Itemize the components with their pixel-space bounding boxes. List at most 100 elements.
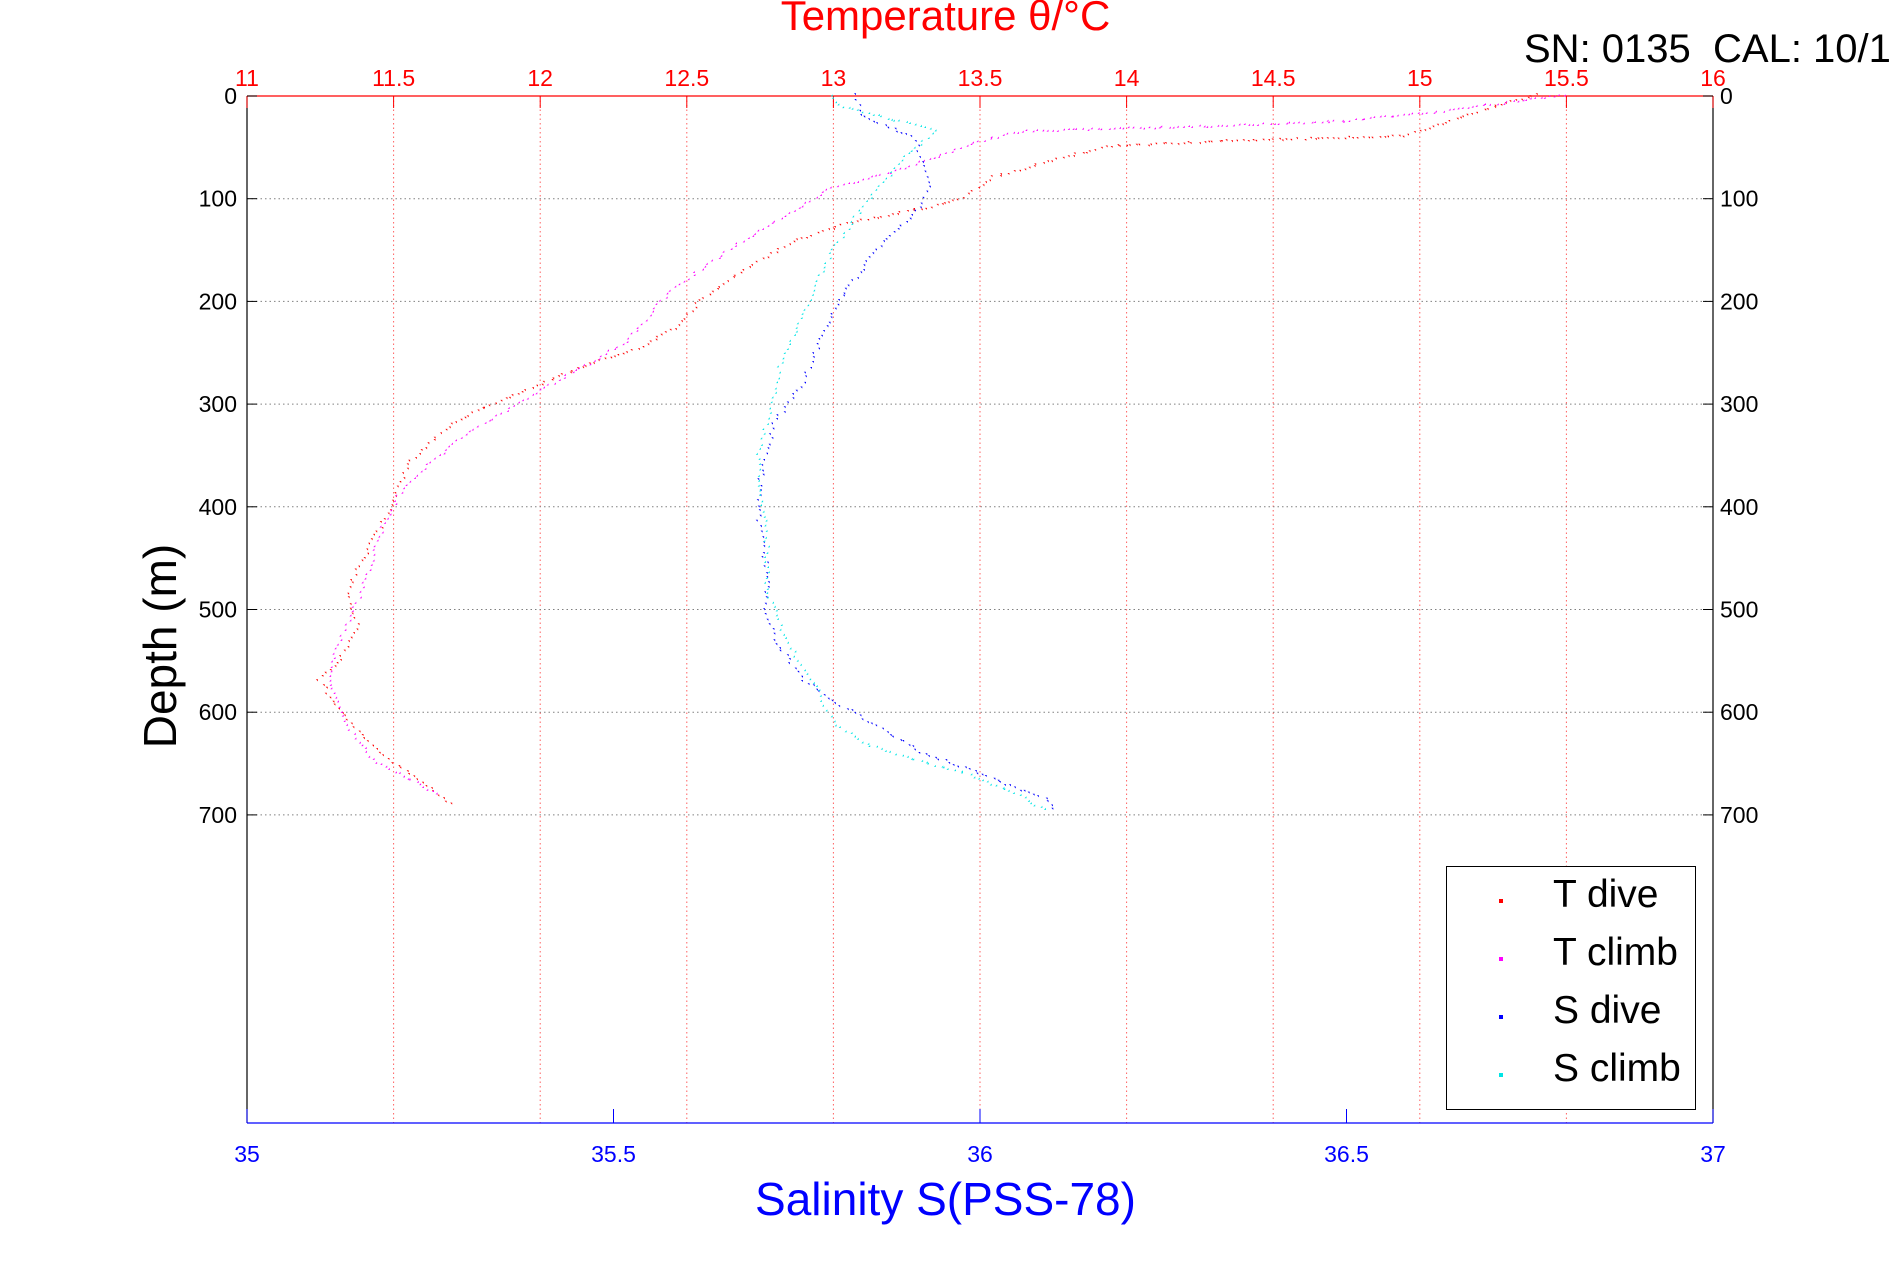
data-point-t-climb [1232,124,1235,127]
data-point-t-dive [324,671,327,674]
data-point-t-climb [808,200,811,203]
data-point-s-dive [788,658,791,661]
data-point-t-dive [1085,152,1088,155]
data-point-s-dive [762,552,765,555]
data-point-s-dive [912,745,915,748]
data-point-t-climb [1285,122,1288,125]
data-point-t-climb [1482,103,1485,106]
data-point-t-climb [372,559,375,562]
data-point-t-climb [394,771,397,774]
data-point-t-dive [1225,139,1228,142]
bottom-tick-label: 36.5 [1324,1141,1369,1167]
data-point-s-climb [902,754,905,757]
data-point-t-dive [1183,142,1186,145]
data-point-t-climb [953,148,956,151]
data-point-s-dive [854,99,857,102]
data-point-s-climb [929,127,932,130]
data-point-t-climb [361,744,364,747]
data-point-s-climb [760,437,763,440]
data-point-t-dive [694,302,697,305]
data-point-s-climb [766,422,769,425]
data-point-t-dive [941,203,944,206]
data-point-s-dive [766,618,769,621]
data-point-t-climb [351,605,354,608]
data-point-t-dive [920,208,923,211]
data-point-t-climb [1256,124,1259,127]
left-tick-label: 100 [199,186,237,212]
data-point-s-dive [810,367,813,370]
data-point-s-climb [771,396,774,399]
data-point-t-climb [640,323,643,326]
data-point-t-dive [1486,108,1489,111]
data-point-t-dive [450,802,453,805]
data-point-t-dive [425,785,428,788]
data-point-t-dive [622,352,625,355]
data-point-t-climb [674,285,677,288]
data-point-t-climb [347,728,350,731]
data-point-t-climb [1187,125,1190,128]
data-point-t-dive [332,700,335,703]
data-point-t-dive [1309,136,1312,139]
data-point-s-dive [902,740,905,743]
data-point-s-climb [931,132,934,135]
data-point-t-climb [874,174,877,177]
data-point-s-climb [861,205,864,208]
data-point-t-climb [383,521,386,524]
data-point-t-dive [347,640,350,643]
data-point-t-climb [373,545,376,548]
data-point-s-climb [913,146,916,149]
right-tick-label: 100 [1720,186,1758,212]
data-point-s-climb [1027,799,1030,802]
data-point-t-climb [1238,123,1241,126]
data-point-t-climb [476,425,479,428]
data-point-t-climb [722,250,725,253]
data-point-s-dive [900,739,903,742]
data-point-t-climb [1543,96,1546,99]
data-point-t-climb [558,379,561,382]
data-point-t-climb [1471,105,1474,108]
data-point-t-climb [976,140,979,143]
data-point-s-dive [768,623,771,626]
data-point-s-climb [760,504,763,507]
data-point-s-dive [768,443,771,446]
data-point-t-dive [1252,139,1255,142]
data-point-s-climb [981,779,984,782]
legend-marker-s-climb [1499,1073,1503,1077]
data-point-s-climb [879,115,882,118]
data-point-t-climb [944,151,947,154]
data-point-t-dive [1428,127,1431,130]
data-point-s-dive [856,277,859,280]
data-point-t-dive [1344,137,1347,140]
data-point-t-dive [560,373,563,376]
data-point-s-climb [761,500,764,503]
data-point-s-climb [763,515,766,518]
data-point-s-dive [763,459,766,462]
data-point-t-dive [362,737,365,740]
data-point-t-climb [1113,127,1116,130]
data-point-t-climb [1042,129,1045,132]
data-point-s-dive [884,124,887,127]
data-point-s-dive [1032,793,1035,796]
data-point-s-dive [761,464,764,467]
data-point-t-climb [1270,122,1273,125]
data-point-t-dive [350,722,353,725]
data-point-s-climb [822,270,825,273]
data-point-t-dive [1110,146,1113,149]
legend: T dive T climb S dive S climb [1446,866,1696,1110]
right-tick-label: 400 [1720,494,1758,520]
data-point-t-climb [1153,127,1156,130]
data-point-t-dive [906,210,909,213]
data-point-s-climb [757,484,760,487]
data-point-s-dive [779,649,782,652]
data-point-t-climb [666,292,669,295]
data-point-t-climb [447,445,450,448]
data-point-t-dive [356,628,359,631]
legend-item-t-dive: T dive [1447,871,1697,929]
data-point-s-climb [920,124,923,127]
data-point-s-dive [763,565,766,568]
data-point-t-climb [1097,127,1100,130]
data-point-s-dive [908,744,911,747]
data-point-s-climb [926,762,929,765]
data-point-t-climb [409,480,412,483]
data-point-t-climb [693,274,696,277]
